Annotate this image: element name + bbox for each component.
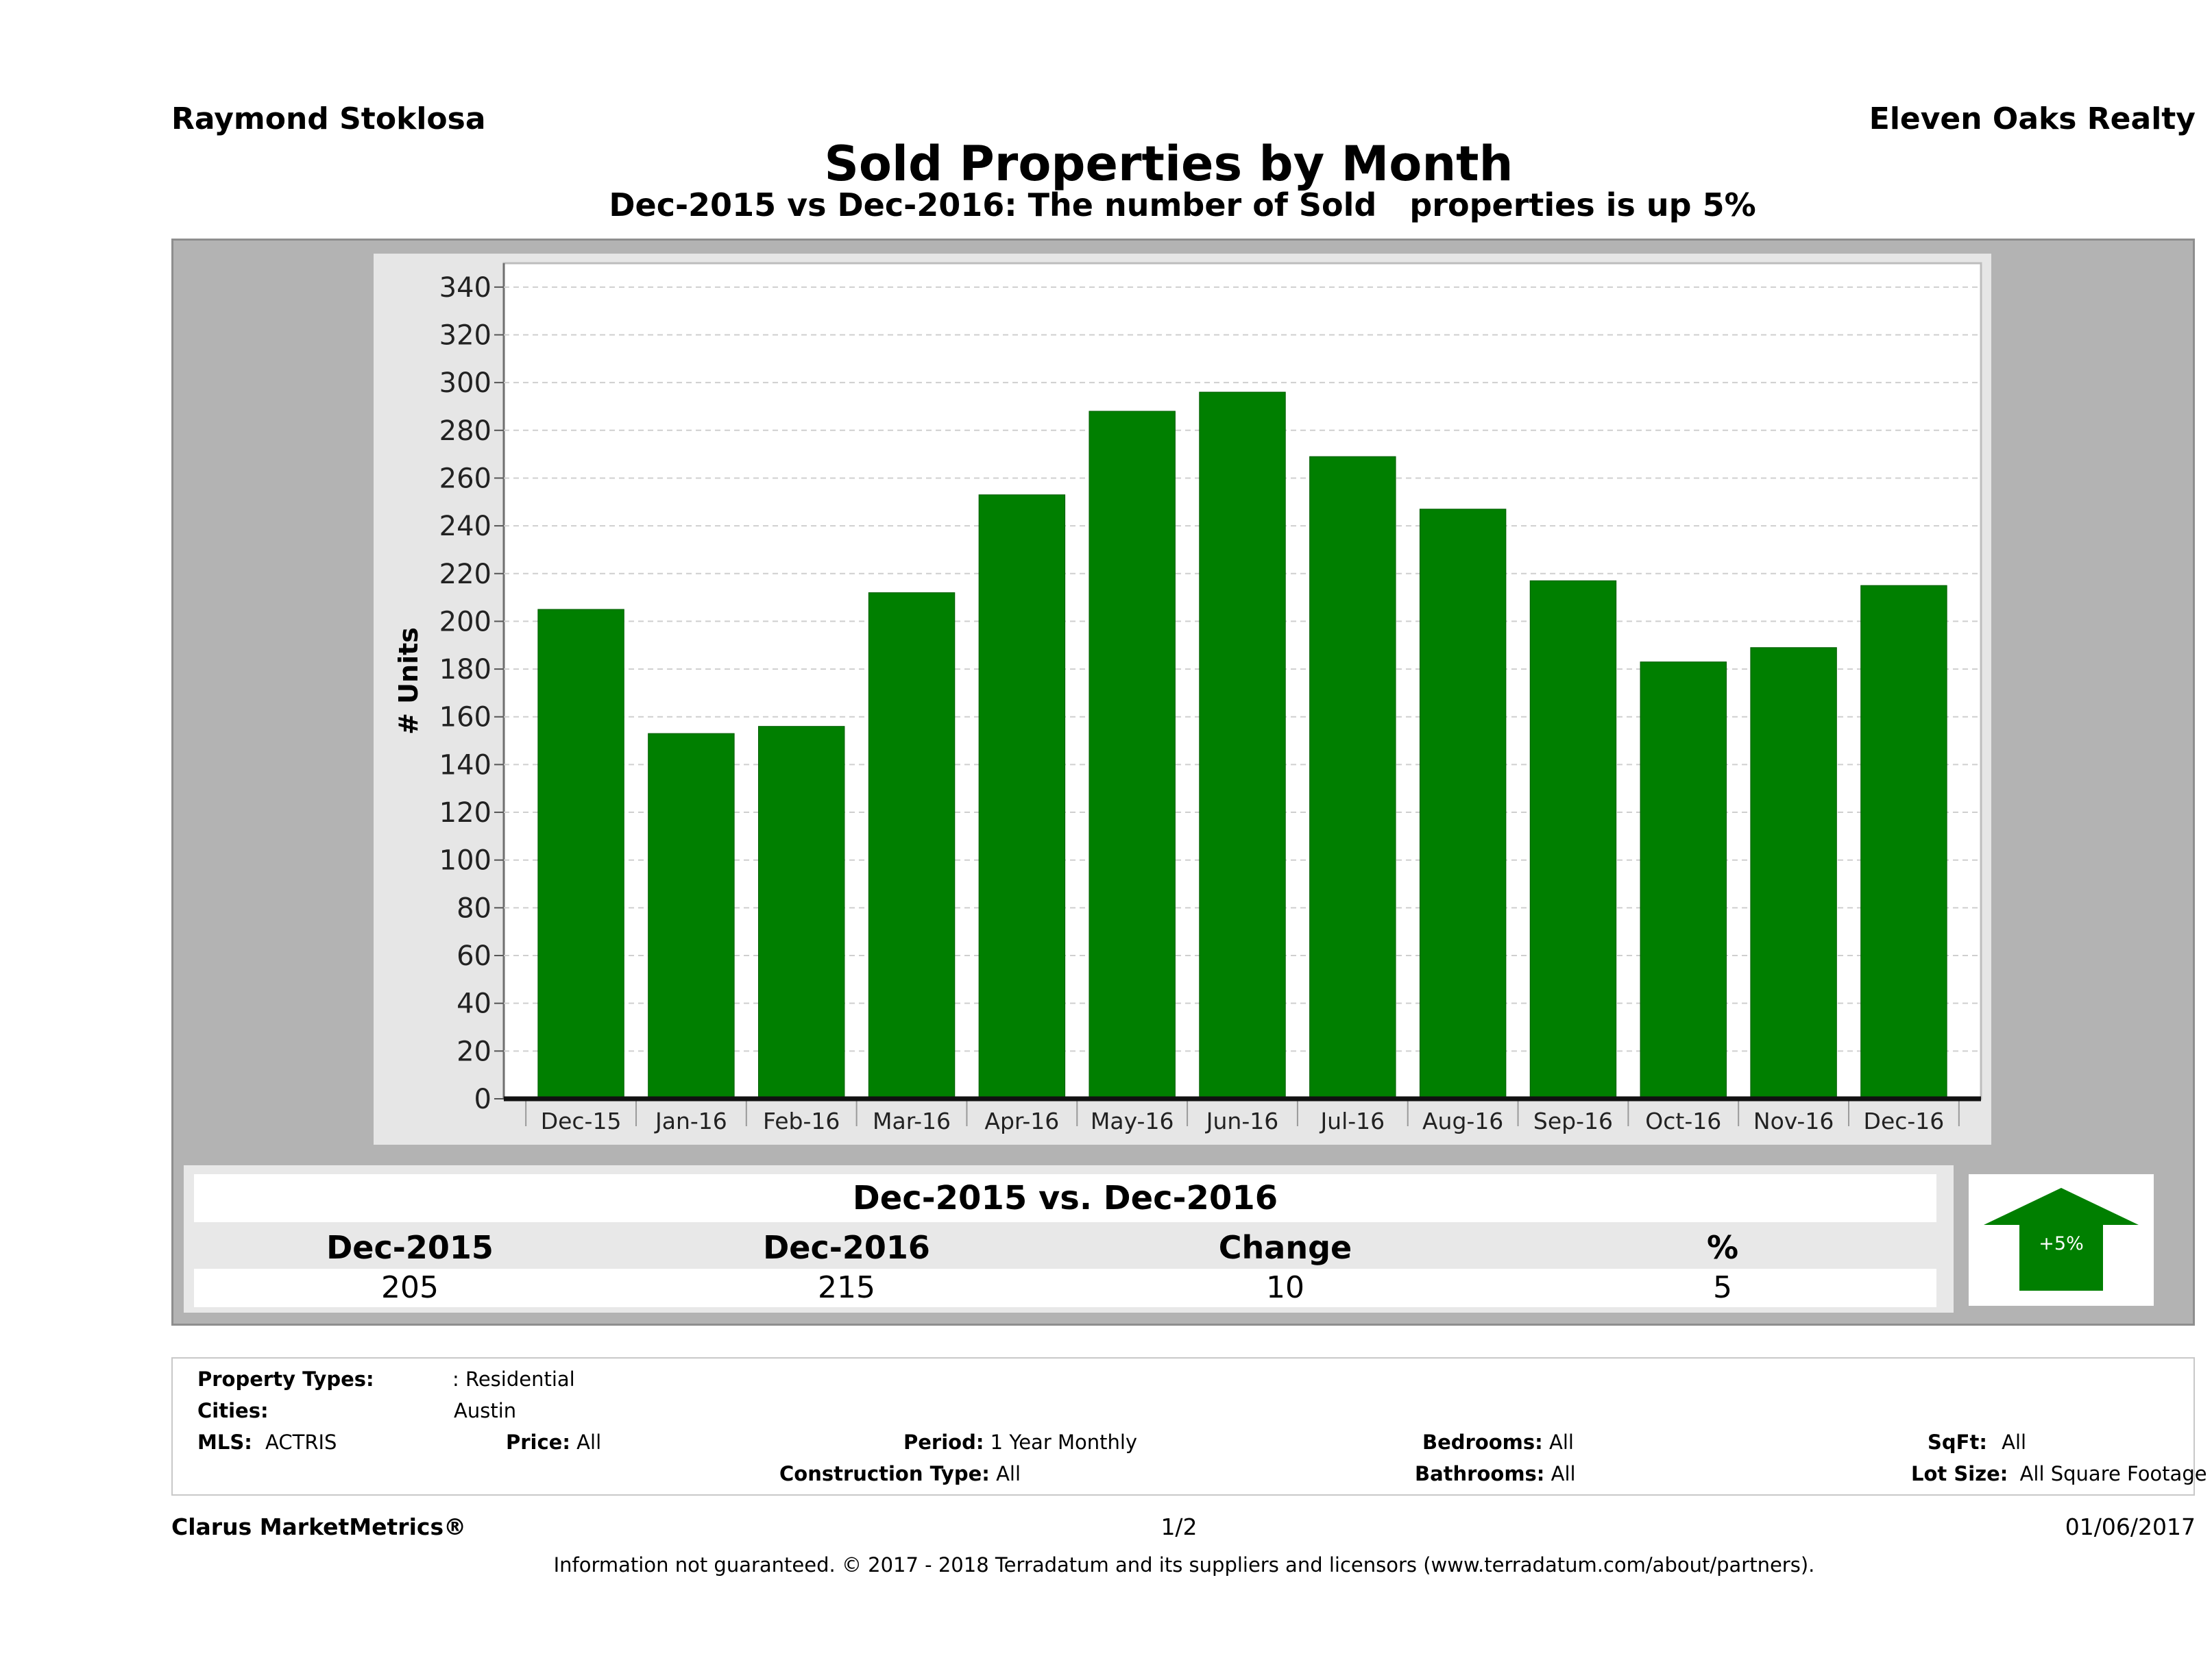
comparison-value-dec-2016: 215 — [818, 1270, 875, 1305]
x-tick-label: Dec-16 — [1864, 1108, 1945, 1134]
criteria-cities: Cities: — [197, 1399, 269, 1422]
y-tick-label: 140 — [439, 749, 491, 781]
chart-title: Sold Properties by Month — [824, 136, 1514, 192]
bar — [1750, 647, 1837, 1099]
criteria-property-types: Property Types: — [197, 1367, 374, 1391]
criteria-bedrooms: Bedrooms: All — [1422, 1431, 1574, 1454]
x-tick-label: Aug-16 — [1422, 1108, 1503, 1134]
y-tick-label: 240 — [439, 511, 491, 542]
y-tick-label: 200 — [439, 606, 491, 637]
y-tick-label: 220 — [439, 559, 491, 590]
y-tick-label: 20 — [457, 1036, 491, 1067]
y-tick-label: 260 — [439, 463, 491, 494]
y-tick-label: 120 — [439, 797, 491, 829]
comparison-value-dec-2015: 205 — [381, 1270, 439, 1305]
x-tick-label: Oct-16 — [1645, 1108, 1721, 1134]
comparison-value-change: 10 — [1266, 1270, 1304, 1305]
bar — [1529, 580, 1617, 1099]
x-tick-label: Jan-16 — [654, 1108, 727, 1134]
agent-name: Raymond Stoklosa — [171, 101, 486, 136]
bar — [868, 592, 956, 1099]
y-tick-label: 0 — [474, 1084, 491, 1115]
bar — [1089, 411, 1176, 1099]
x-tick-label: Feb-16 — [763, 1108, 840, 1134]
x-tick-label: Nov-16 — [1753, 1108, 1834, 1134]
comparison-values-row — [194, 1269, 1936, 1307]
y-tick-label: 40 — [457, 988, 491, 1020]
criteria-period: Period: 1 Year Monthly — [903, 1431, 1138, 1454]
y-tick-label: 340 — [439, 272, 491, 304]
bar — [1199, 391, 1286, 1099]
comparison-heading: Dec-2015 vs. Dec-2016 — [194, 1174, 1936, 1222]
x-tick-label: May-16 — [1091, 1108, 1174, 1134]
criteria-bathrooms: Bathrooms: All — [1415, 1462, 1576, 1485]
bar-chart: 0 20 40 60 80 100 120 140 160 180 200 220 240 260 280 3… — [393, 262, 1982, 1134]
y-axis-label: # Units — [393, 627, 424, 735]
criteria-cities-value: Austin — [454, 1399, 517, 1422]
y-tick-label: 280 — [439, 415, 491, 447]
chart-subtitle: Dec-2015 vs Dec-2016: The number of Sold… — [609, 186, 1756, 223]
bar — [978, 494, 1066, 1099]
y-tick-label: 160 — [439, 702, 491, 733]
y-tick-label: 80 — [457, 892, 491, 924]
criteria-property-types-value: : Residential — [452, 1367, 575, 1391]
criteria-construction-type: Construction Type: All — [779, 1462, 1021, 1485]
y-tick-label: 180 — [439, 654, 491, 685]
comparison-col-dec-2015: Dec-2015 — [326, 1229, 494, 1266]
y-tick-label: 60 — [457, 940, 491, 972]
comparison-col-change: Change — [1218, 1229, 1352, 1266]
x-tick-label: Apr-16 — [984, 1108, 1059, 1134]
x-tick-label: Dec-15 — [541, 1108, 622, 1134]
bar — [537, 609, 624, 1099]
criteria-panel — [171, 1357, 2195, 1496]
bar — [1860, 585, 1947, 1099]
criteria-price: Price: All — [506, 1431, 602, 1454]
y-tick-label: 320 — [439, 319, 491, 351]
x-tick-label: Mar-16 — [873, 1108, 951, 1134]
bar — [648, 733, 735, 1099]
page-number: 1/2 — [1160, 1513, 1198, 1540]
bar — [757, 726, 845, 1099]
x-tick-label: Jun-16 — [1205, 1108, 1278, 1134]
criteria-sqft: SqFt: All — [1928, 1431, 2027, 1454]
comparison-value-percent: 5 — [1713, 1270, 1732, 1305]
comparison-col-percent: % — [1706, 1229, 1739, 1266]
up-arrow-icon: +5% — [1984, 1188, 2139, 1291]
company-name: Eleven Oaks Realty — [1869, 101, 2196, 136]
y-tick-label: 100 — [439, 845, 491, 877]
criteria-lot-size: Lot Size: All Square Footage — [1911, 1462, 2207, 1485]
criteria-mls: MLS: ACTRIS — [197, 1431, 337, 1454]
x-tick-label: Jul-16 — [1319, 1108, 1385, 1134]
x-tick-label: Sep-16 — [1533, 1108, 1613, 1134]
y-tick-label: 300 — [439, 367, 491, 399]
comparison-col-dec-2016: Dec-2016 — [763, 1229, 930, 1266]
bar — [1640, 661, 1727, 1099]
disclaimer: Information not guaranteed. © 2017 - 201… — [553, 1553, 1815, 1577]
bar — [1309, 456, 1396, 1099]
report-date: 01/06/2017 — [2065, 1513, 2196, 1540]
footer-brand: Clarus MarketMetrics® — [171, 1513, 467, 1540]
bar — [1419, 509, 1507, 1099]
change-badge-label: +5% — [2039, 1233, 2083, 1254]
